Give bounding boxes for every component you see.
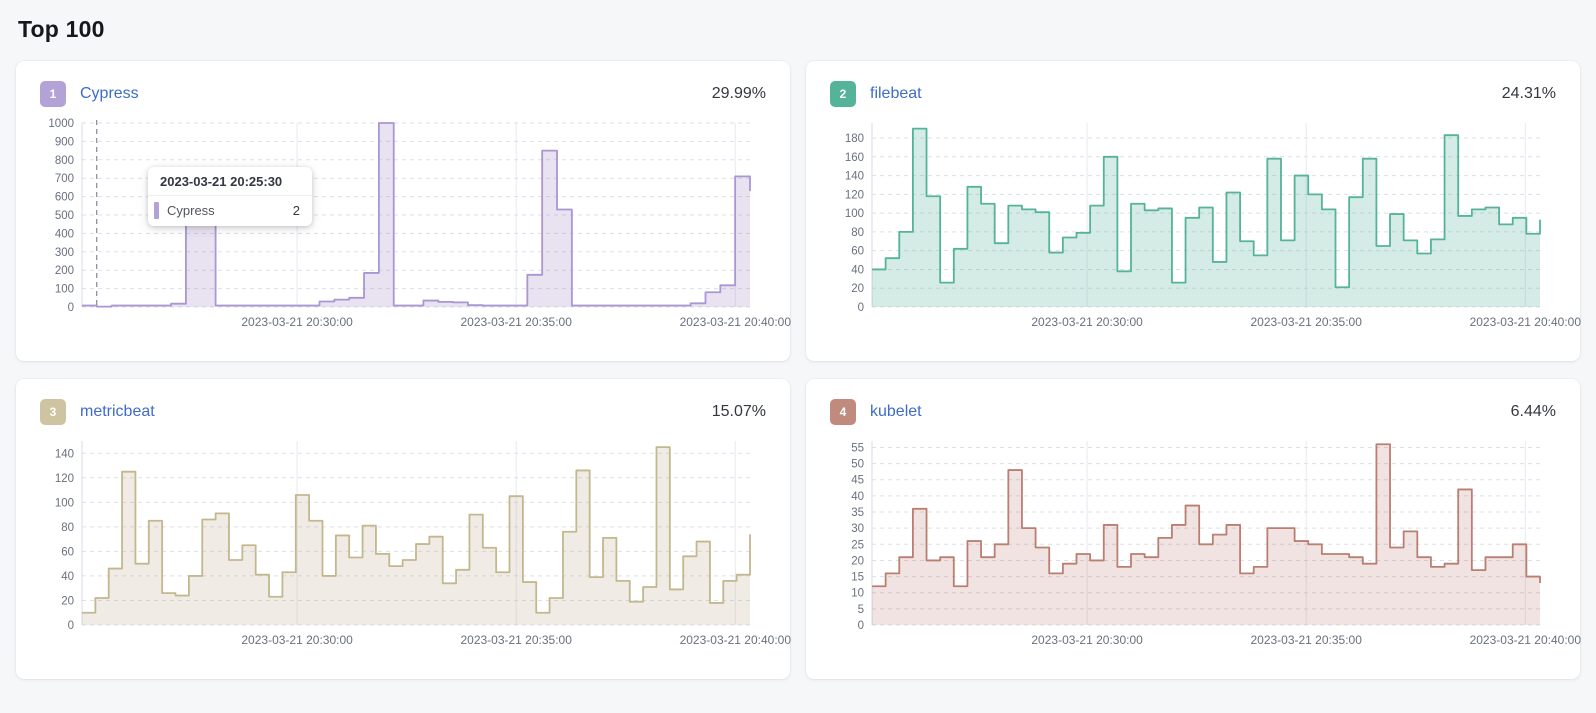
chart-area: 0 20 40 60 80 100 120 140 160 180 2023-03-21 20:30…: [830, 117, 1581, 335]
svg-text:40: 40: [61, 571, 74, 583]
series-link-cypress[interactable]: Cypress: [80, 85, 139, 102]
svg-text:50: 50: [851, 459, 864, 471]
chart-tooltip: 2023-03-21 20:25:30 Cypress 2: [148, 167, 312, 226]
series-link-kubelet[interactable]: kubelet: [870, 403, 922, 420]
series-link-metricbeat[interactable]: metricbeat: [80, 403, 155, 420]
page-title: Top 100: [18, 16, 105, 42]
chart-plot-metricbeat[interactable]: 0 20 40 60 80 100 120 140 2023-03-21 20:30:00 202…: [40, 435, 791, 653]
svg-text:80: 80: [851, 227, 864, 239]
svg-text:2023-03-21 20:40:00: 2023-03-21 20:40:00: [1470, 315, 1582, 329]
svg-text:10: 10: [851, 588, 864, 600]
svg-text:0: 0: [858, 302, 864, 314]
svg-text:2023-03-21 20:40:00: 2023-03-21 20:40:00: [1470, 633, 1582, 647]
percent-value: 29.99%: [711, 85, 766, 102]
svg-text:2023-03-21 20:35:00: 2023-03-21 20:35:00: [1250, 633, 1362, 647]
svg-text:0: 0: [68, 620, 74, 632]
card-header: 3 metricbeat 15.07%: [40, 399, 766, 425]
svg-text:2023-03-21 20:35:00: 2023-03-21 20:35:00: [460, 315, 572, 329]
svg-text:5: 5: [858, 604, 864, 616]
svg-text:20: 20: [61, 595, 74, 607]
svg-text:0: 0: [858, 620, 864, 632]
chart-plot-kubelet[interactable]: 0 5 10 15 20 25 30 35 40 45 50 55 2023-03-21 20:30:0…: [830, 435, 1581, 653]
chart-card-kubelet: 4 kubelet 6.44% 0 5 10 15 20 25 30 35 40 45 50 55 20…: [806, 379, 1581, 679]
svg-text:180: 180: [845, 133, 864, 145]
tooltip-row: Cypress 2: [148, 196, 312, 226]
chart-area: 0 20 40 60 80 100 120 140 2023-03-21 20:30:00 202…: [40, 435, 791, 653]
rank-badge: 1: [40, 81, 66, 107]
series-color-swatch: [154, 202, 159, 219]
card-header: 1 Cypress 29.99%: [40, 81, 766, 107]
svg-text:40: 40: [851, 264, 864, 276]
svg-text:80: 80: [61, 522, 74, 534]
svg-text:0: 0: [68, 302, 74, 314]
svg-text:140: 140: [55, 448, 74, 460]
svg-text:300: 300: [55, 247, 74, 259]
svg-text:600: 600: [55, 192, 74, 204]
svg-text:30: 30: [851, 523, 864, 535]
svg-text:2023-03-21 20:35:00: 2023-03-21 20:35:00: [460, 633, 572, 647]
svg-text:100: 100: [55, 497, 74, 509]
tooltip-timestamp: 2023-03-21 20:25:30: [148, 167, 312, 196]
rank-badge: 3: [40, 399, 66, 425]
svg-text:120: 120: [845, 189, 864, 201]
svg-text:100: 100: [55, 284, 74, 296]
svg-text:55: 55: [851, 442, 864, 454]
rank-badge: 4: [830, 399, 856, 425]
rank-badge: 2: [830, 81, 856, 107]
chart-plot-filebeat[interactable]: 0 20 40 60 80 100 120 140 160 180 2023-03-21 20:30…: [830, 117, 1581, 335]
svg-text:2023-03-21 20:30:00: 2023-03-21 20:30:00: [241, 315, 353, 329]
svg-text:60: 60: [851, 246, 864, 258]
percent-value: 6.44%: [1510, 403, 1556, 420]
percent-value: 15.07%: [711, 403, 766, 420]
svg-text:60: 60: [61, 546, 74, 558]
svg-text:2023-03-21 20:30:00: 2023-03-21 20:30:00: [1031, 315, 1143, 329]
svg-text:2023-03-21 20:40:00: 2023-03-21 20:40:00: [680, 315, 792, 329]
svg-text:35: 35: [851, 507, 864, 519]
chart-card-filebeat: 2 filebeat 24.31% 0 20 40 60 80 100 120 140 160 1…: [806, 61, 1581, 361]
svg-text:15: 15: [851, 572, 864, 584]
svg-text:140: 140: [845, 171, 864, 183]
svg-text:120: 120: [55, 473, 74, 485]
svg-text:20: 20: [851, 283, 864, 295]
series-link-filebeat[interactable]: filebeat: [870, 85, 922, 102]
card-header: 2 filebeat 24.31%: [830, 81, 1556, 107]
chart-plot-cypress[interactable]: 0 100 200 300 400 500 600 700 800 900 1000 2023-03-…: [40, 117, 791, 335]
chart-area: 0 100 200 300 400 500 600 700 800 900 1000 2023-03-…: [40, 117, 791, 335]
svg-text:160: 160: [845, 152, 864, 164]
svg-text:2023-03-21 20:35:00: 2023-03-21 20:35:00: [1250, 315, 1362, 329]
svg-text:45: 45: [851, 475, 864, 487]
tooltip-series-value: 2: [292, 203, 300, 218]
svg-text:1000: 1000: [48, 118, 74, 130]
chart-area: 0 5 10 15 20 25 30 35 40 45 50 55 2023-03-21 20:30:0…: [830, 435, 1581, 653]
svg-text:700: 700: [55, 173, 74, 185]
cards-grid: 1 Cypress 29.99% 0 100 200 300 400 500 600 700 8…: [16, 61, 1581, 679]
chart-card-cypress: 1 Cypress 29.99% 0 100 200 300 400 500 600 700 8…: [16, 61, 791, 361]
svg-text:900: 900: [55, 136, 74, 148]
svg-text:200: 200: [55, 265, 74, 277]
svg-text:800: 800: [55, 155, 74, 167]
svg-text:500: 500: [55, 210, 74, 222]
svg-text:20: 20: [851, 555, 864, 567]
tooltip-series-label: Cypress: [167, 203, 215, 218]
svg-text:25: 25: [851, 539, 864, 551]
svg-text:400: 400: [55, 228, 74, 240]
chart-card-metricbeat: 3 metricbeat 15.07% 0 20 40 60 80 100 120 140 20…: [16, 379, 791, 679]
svg-text:2023-03-21 20:30:00: 2023-03-21 20:30:00: [241, 633, 353, 647]
svg-text:40: 40: [851, 491, 864, 503]
svg-text:2023-03-21 20:40:00: 2023-03-21 20:40:00: [680, 633, 792, 647]
svg-text:100: 100: [845, 208, 864, 220]
card-header: 4 kubelet 6.44%: [830, 399, 1556, 425]
svg-text:2023-03-21 20:30:00: 2023-03-21 20:30:00: [1031, 633, 1143, 647]
percent-value: 24.31%: [1501, 85, 1556, 102]
